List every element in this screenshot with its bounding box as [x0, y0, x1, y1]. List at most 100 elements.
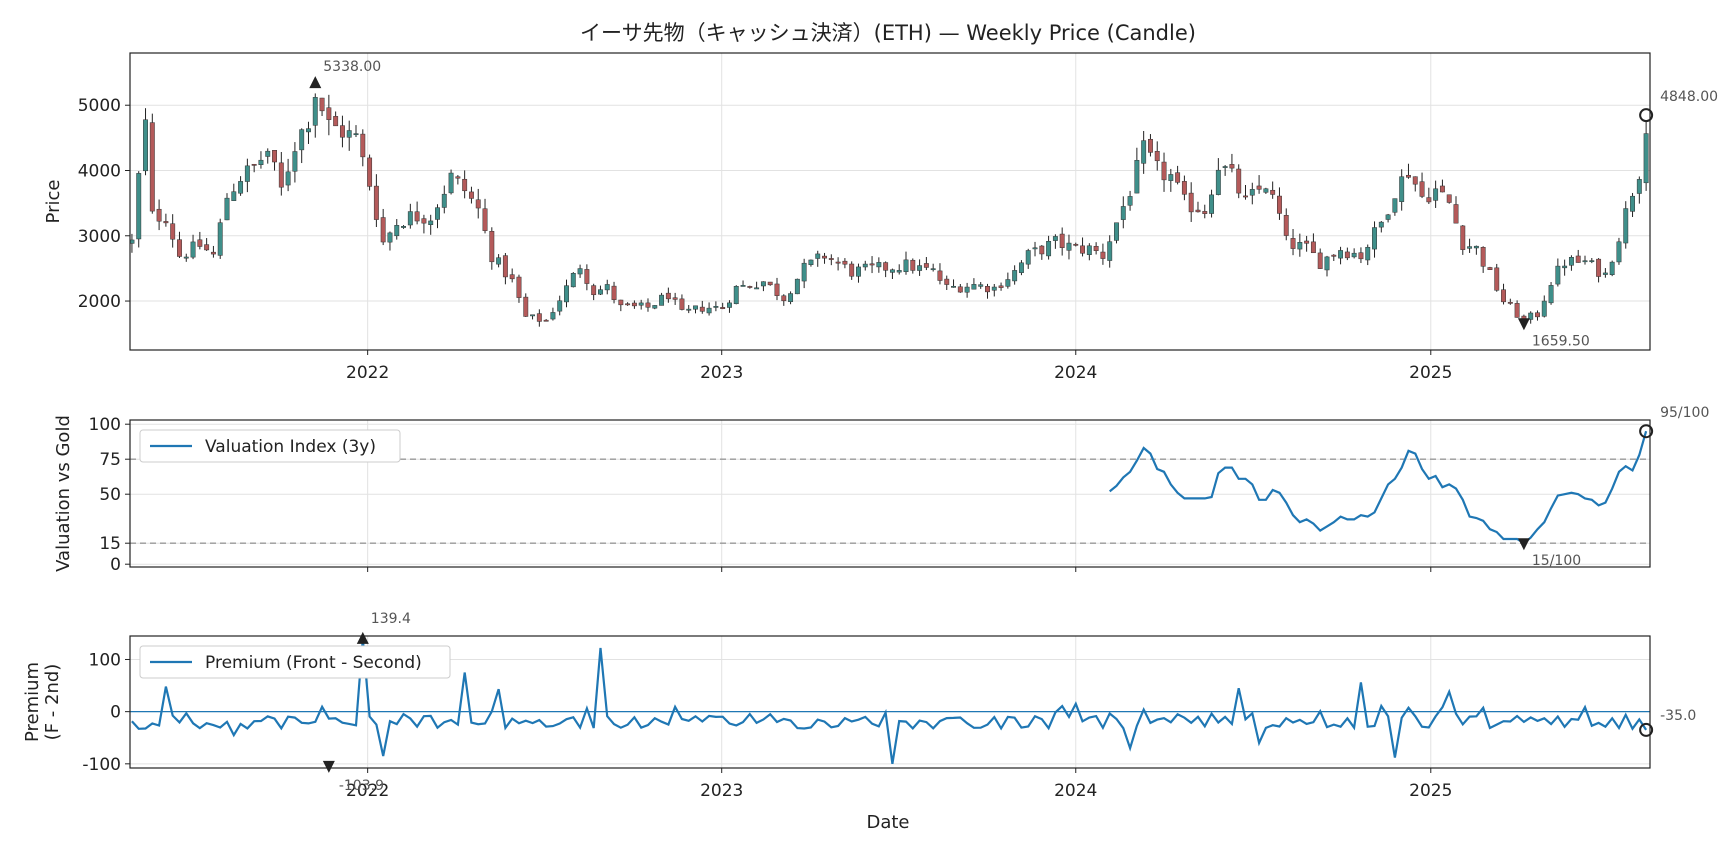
- candle-body: [570, 273, 576, 288]
- candle-body: [1433, 188, 1439, 201]
- premium-legend-box: [139, 645, 451, 679]
- premium-annotation-marker: [356, 631, 369, 644]
- candle-body: [957, 286, 963, 293]
- premium-annotation-label: -35.0: [1660, 708, 1696, 724]
- candle-body: [1535, 312, 1540, 318]
- candle-body: [991, 286, 997, 291]
- candle-body: [1351, 252, 1357, 258]
- candle-body: [1331, 254, 1337, 257]
- valuation-legend-box: [139, 429, 401, 463]
- candle-body: [414, 211, 420, 222]
- price-frame: [129, 52, 1651, 351]
- candle-body: [1487, 267, 1493, 270]
- price-ytick-label: 3000: [78, 227, 121, 247]
- candle-body: [1290, 238, 1296, 249]
- premium-xtick-label: 2022: [346, 781, 389, 801]
- premium-xtick-label: 2024: [1054, 781, 1097, 801]
- candle-body: [1636, 179, 1642, 194]
- candle-body: [733, 285, 739, 305]
- candle-body: [353, 133, 359, 136]
- candle-body: [1507, 301, 1513, 304]
- candle-body: [978, 284, 984, 287]
- valuation-annotation-marker: [1639, 424, 1654, 439]
- candle-body: [774, 283, 780, 296]
- candle-body: [645, 302, 651, 308]
- candle-body: [373, 185, 379, 220]
- candle-body: [713, 306, 719, 308]
- candle-body: [611, 285, 617, 300]
- candle-body: [896, 270, 902, 273]
- candle-body: [638, 302, 644, 306]
- candle-body: [244, 165, 250, 182]
- candle-body: [1480, 247, 1486, 267]
- candle-body: [1141, 140, 1147, 164]
- candle-body: [516, 276, 522, 298]
- candle-body: [156, 208, 162, 222]
- candle-body: [1147, 138, 1153, 153]
- candle-body: [849, 263, 855, 277]
- candle-body: [394, 225, 400, 237]
- candle-body: [760, 281, 766, 287]
- candle-body: [530, 314, 536, 317]
- candle-body: [910, 259, 916, 271]
- candle-body: [1406, 174, 1411, 178]
- candle-body: [591, 285, 597, 296]
- candle-body: [435, 207, 440, 220]
- candle-body: [238, 181, 244, 194]
- candle-body: [869, 263, 875, 266]
- candle-body: [808, 259, 814, 266]
- candle-body: [550, 312, 556, 320]
- premium-frame: [129, 635, 1651, 769]
- candle-body: [1107, 241, 1113, 261]
- premium-xtick-label: 2025: [1409, 781, 1452, 801]
- candle-body: [917, 265, 923, 271]
- candle-body: [625, 303, 631, 306]
- candle-body: [210, 251, 216, 255]
- candle-body: [272, 150, 277, 163]
- valuation-series-line: [1109, 430, 1648, 545]
- candle-body: [1582, 260, 1588, 263]
- candle-body: [1426, 197, 1432, 203]
- candle-body: [1555, 265, 1561, 285]
- candle-body: [1256, 185, 1262, 190]
- candle-body: [557, 300, 563, 312]
- candle-body: [727, 302, 732, 308]
- candle-body: [985, 286, 990, 293]
- candle-body: [319, 97, 325, 112]
- premium-ytick-label: 0: [110, 703, 121, 723]
- candle-body: [923, 263, 929, 268]
- candle-body: [1568, 257, 1574, 266]
- candle-body: [339, 125, 345, 138]
- candle-body: [170, 223, 176, 240]
- valuation-ytick-label: 100: [89, 415, 121, 435]
- candle-body: [767, 281, 773, 286]
- candle-body: [1460, 225, 1466, 250]
- candle-body: [1080, 245, 1085, 254]
- valuation-ylabel: Valuation vs Gold: [53, 415, 74, 572]
- candle-body: [835, 261, 841, 264]
- chart-title: イーサ先物（キャッシュ決済）(ETH) — Weekly Price (Cand…: [580, 21, 1196, 45]
- valuation-annotation-marker: [1517, 538, 1530, 551]
- candle-body: [1643, 133, 1649, 184]
- candle-body: [326, 107, 332, 120]
- candle-body: [1229, 164, 1235, 169]
- candle-body: [1602, 272, 1608, 275]
- candle-body: [258, 159, 264, 165]
- candle-body: [387, 232, 393, 243]
- candle-body: [1249, 189, 1255, 196]
- candle-body: [1181, 181, 1187, 195]
- candle-body: [401, 226, 406, 228]
- candle-body: [679, 298, 685, 310]
- candle-body: [333, 116, 339, 127]
- candle-body: [177, 239, 182, 257]
- candle-body: [1093, 245, 1099, 251]
- premium-annotation-label: 139.4: [371, 611, 411, 627]
- price-ylabel: Price: [43, 180, 64, 224]
- candle-body: [1338, 250, 1344, 259]
- price-ytick-label: 4000: [78, 161, 121, 181]
- candle-body: [496, 257, 502, 265]
- candle-body: [1304, 240, 1310, 244]
- candle-body: [183, 256, 189, 259]
- price-ytick-label: 2000: [78, 292, 121, 312]
- candle-body: [306, 128, 311, 133]
